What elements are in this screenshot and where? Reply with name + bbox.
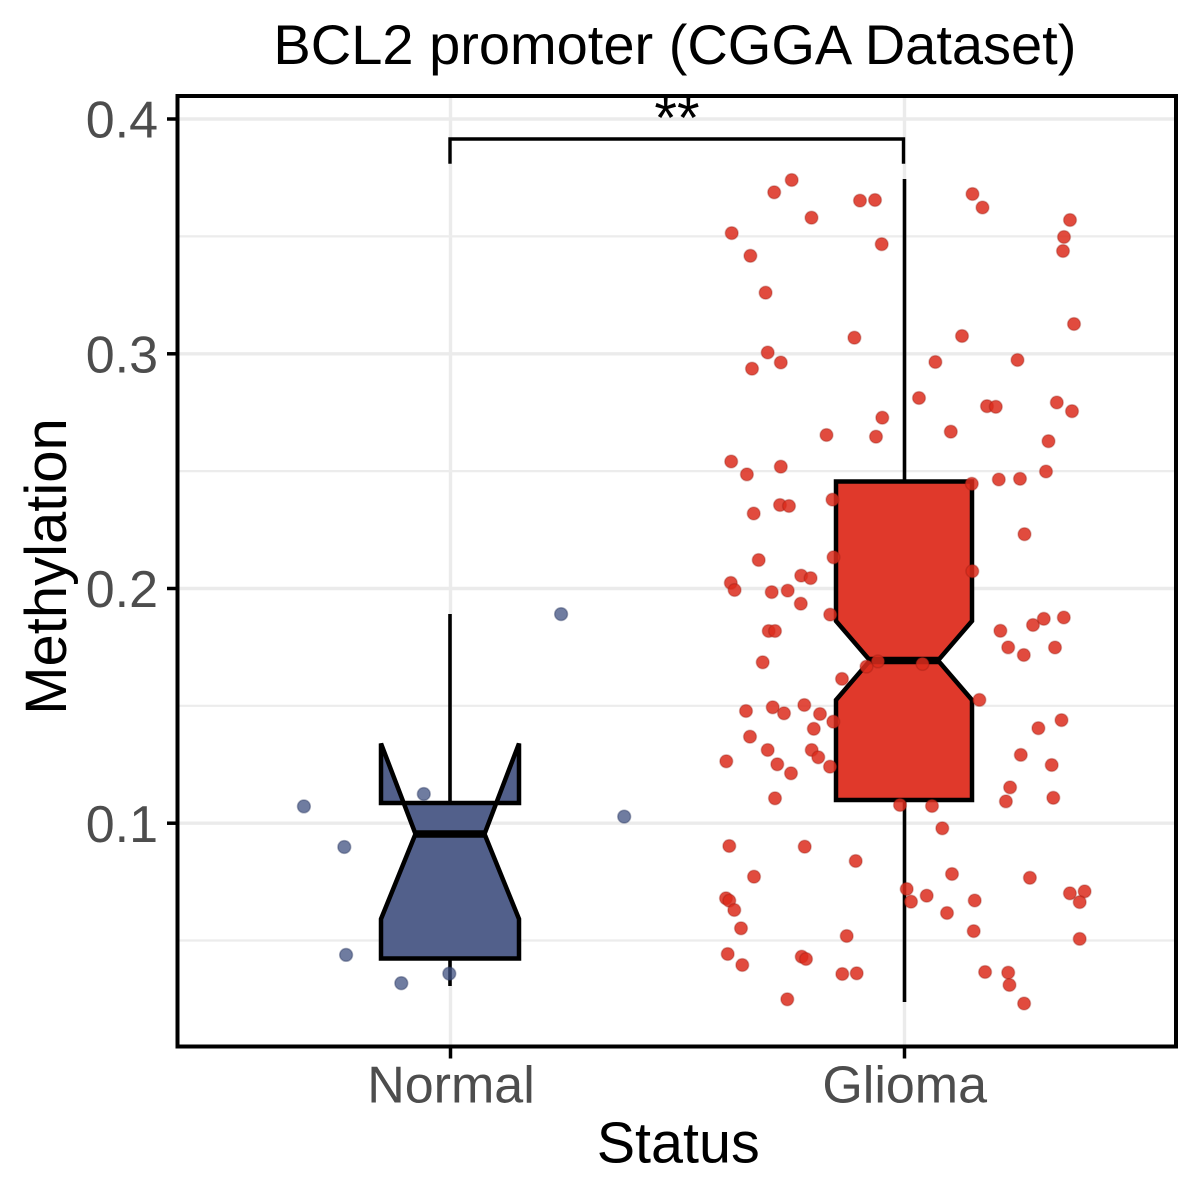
svg-text:0.4: 0.4 (86, 92, 158, 150)
svg-text:BCL2 promoter (CGGA Dataset): BCL2 promoter (CGGA Dataset) (273, 13, 1076, 76)
svg-text:0.2: 0.2 (86, 561, 158, 619)
svg-text:0.3: 0.3 (86, 327, 158, 385)
svg-text:Glioma: Glioma (822, 1057, 987, 1115)
svg-text:Normal: Normal (367, 1057, 535, 1115)
svg-text:Status: Status (597, 1112, 760, 1176)
svg-text:Methylation: Methylation (14, 418, 79, 715)
svg-text:0.1: 0.1 (86, 796, 158, 854)
svg-text:**: ** (654, 86, 699, 151)
